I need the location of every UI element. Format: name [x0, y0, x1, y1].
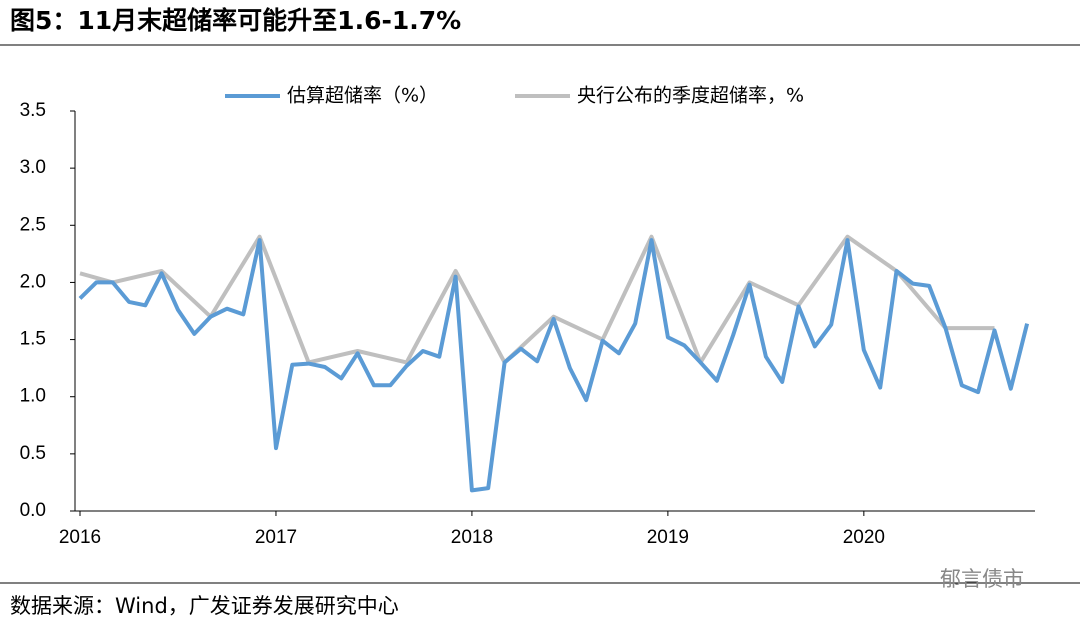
legend-label: 央行公布的季度超储率，%	[577, 85, 804, 107]
y-tick-label: 1.0	[20, 386, 46, 407]
y-tick-label: 2.5	[20, 214, 46, 235]
x-tick-label: 2018	[451, 527, 493, 548]
series-line	[79, 234, 995, 365]
source: 数据来源：Wind，广发证券发展研究中心	[10, 594, 399, 618]
y-tick-label: 3.5	[20, 100, 46, 121]
legend-label: 估算超储率（%）	[287, 85, 438, 107]
series-line	[78, 238, 1030, 493]
x-tick-label: 2020	[843, 527, 885, 548]
y-tick-label: 1.5	[20, 329, 46, 350]
y-tick-label: 3.0	[20, 157, 46, 178]
y-tick-label: 0.5	[20, 443, 46, 464]
x-tick-label: 2017	[255, 527, 297, 548]
chart-title: 图5：11月末超储率可能升至1.6-1.7%	[10, 6, 461, 35]
watermark: 郁言债市	[940, 567, 1024, 591]
x-tick-label: 2016	[59, 527, 101, 548]
y-tick-label: 2.0	[20, 271, 46, 292]
y-tick-label: 0.0	[20, 500, 46, 521]
x-tick-label: 2019	[647, 527, 689, 548]
